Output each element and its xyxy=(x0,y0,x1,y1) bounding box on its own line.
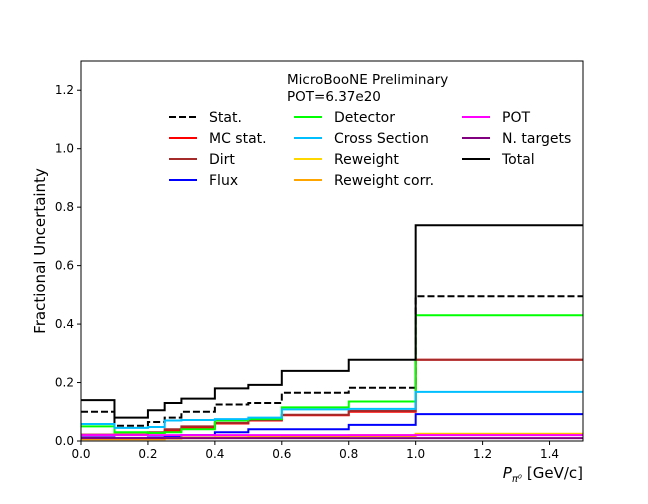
y-axis-label: Fractional Uncertainty xyxy=(31,168,49,334)
legend-label-stat: Stat. xyxy=(209,110,242,126)
x-tick-label: 1.4 xyxy=(540,447,559,461)
plot-frame xyxy=(80,60,584,442)
legend-label-n-targets: N. targets xyxy=(502,131,571,147)
x-tick-label: 0.2 xyxy=(138,447,157,461)
x-axis-ticks: 0.0 0.2 0.4 0.6 0.8 1.0 1.2 1.4 xyxy=(71,441,559,461)
y-axis-ticks: 0.0 0.2 0.4 0.6 0.8 1.0 1.2 xyxy=(55,83,81,448)
legend-label-total: Total xyxy=(501,152,535,168)
x-tick-label: 0.8 xyxy=(339,447,358,461)
legend-label-dirt: Dirt xyxy=(209,152,235,168)
legend-label-cross-section: Cross Section xyxy=(334,131,429,147)
y-tick-label: 0.8 xyxy=(55,200,74,214)
legend-label-mc-stat: MC stat. xyxy=(209,131,267,147)
x-tick-label: 0.6 xyxy=(272,447,291,461)
series-detector xyxy=(81,314,583,434)
series-curves xyxy=(81,224,583,441)
legend: Stat. MC stat. Dirt Flux Detector Cross Secti… xyxy=(169,110,571,189)
y-tick-label: 0.4 xyxy=(55,317,74,331)
annotation-pot: POT=6.37e20 xyxy=(287,89,381,105)
legend-label-reweight: Reweight xyxy=(334,152,399,168)
y-tick-label: 0.0 xyxy=(55,434,74,448)
legend-label-reweight-corr: Reweight corr. xyxy=(334,173,434,189)
y-tick-label: 0.2 xyxy=(55,376,74,390)
legend-label-pot: POT xyxy=(502,110,530,126)
legend-label-flux: Flux xyxy=(209,173,238,189)
y-tick-label: 1.2 xyxy=(55,83,74,97)
x-tick-label: 1.0 xyxy=(406,447,425,461)
x-tick-label: 1.2 xyxy=(473,447,492,461)
x-tick-label: 0.4 xyxy=(205,447,224,461)
x-axis-label-subscript: π⁰ xyxy=(512,474,522,485)
series-stat xyxy=(81,295,583,427)
series-total xyxy=(81,224,583,419)
y-tick-label: 0.6 xyxy=(55,259,74,273)
x-tick-label: 0.0 xyxy=(71,447,90,461)
x-axis-label-unit: [GeV/c] xyxy=(527,464,583,482)
x-axis-label-variable: P xyxy=(503,464,513,482)
x-axis-label: Pπ⁰ [GeV/c] xyxy=(503,464,583,485)
series-cross-section xyxy=(81,390,583,429)
annotation-experiment: MicroBooNE Preliminary xyxy=(287,72,448,88)
y-tick-label: 1.0 xyxy=(55,142,74,156)
legend-label-detector: Detector xyxy=(334,110,395,126)
